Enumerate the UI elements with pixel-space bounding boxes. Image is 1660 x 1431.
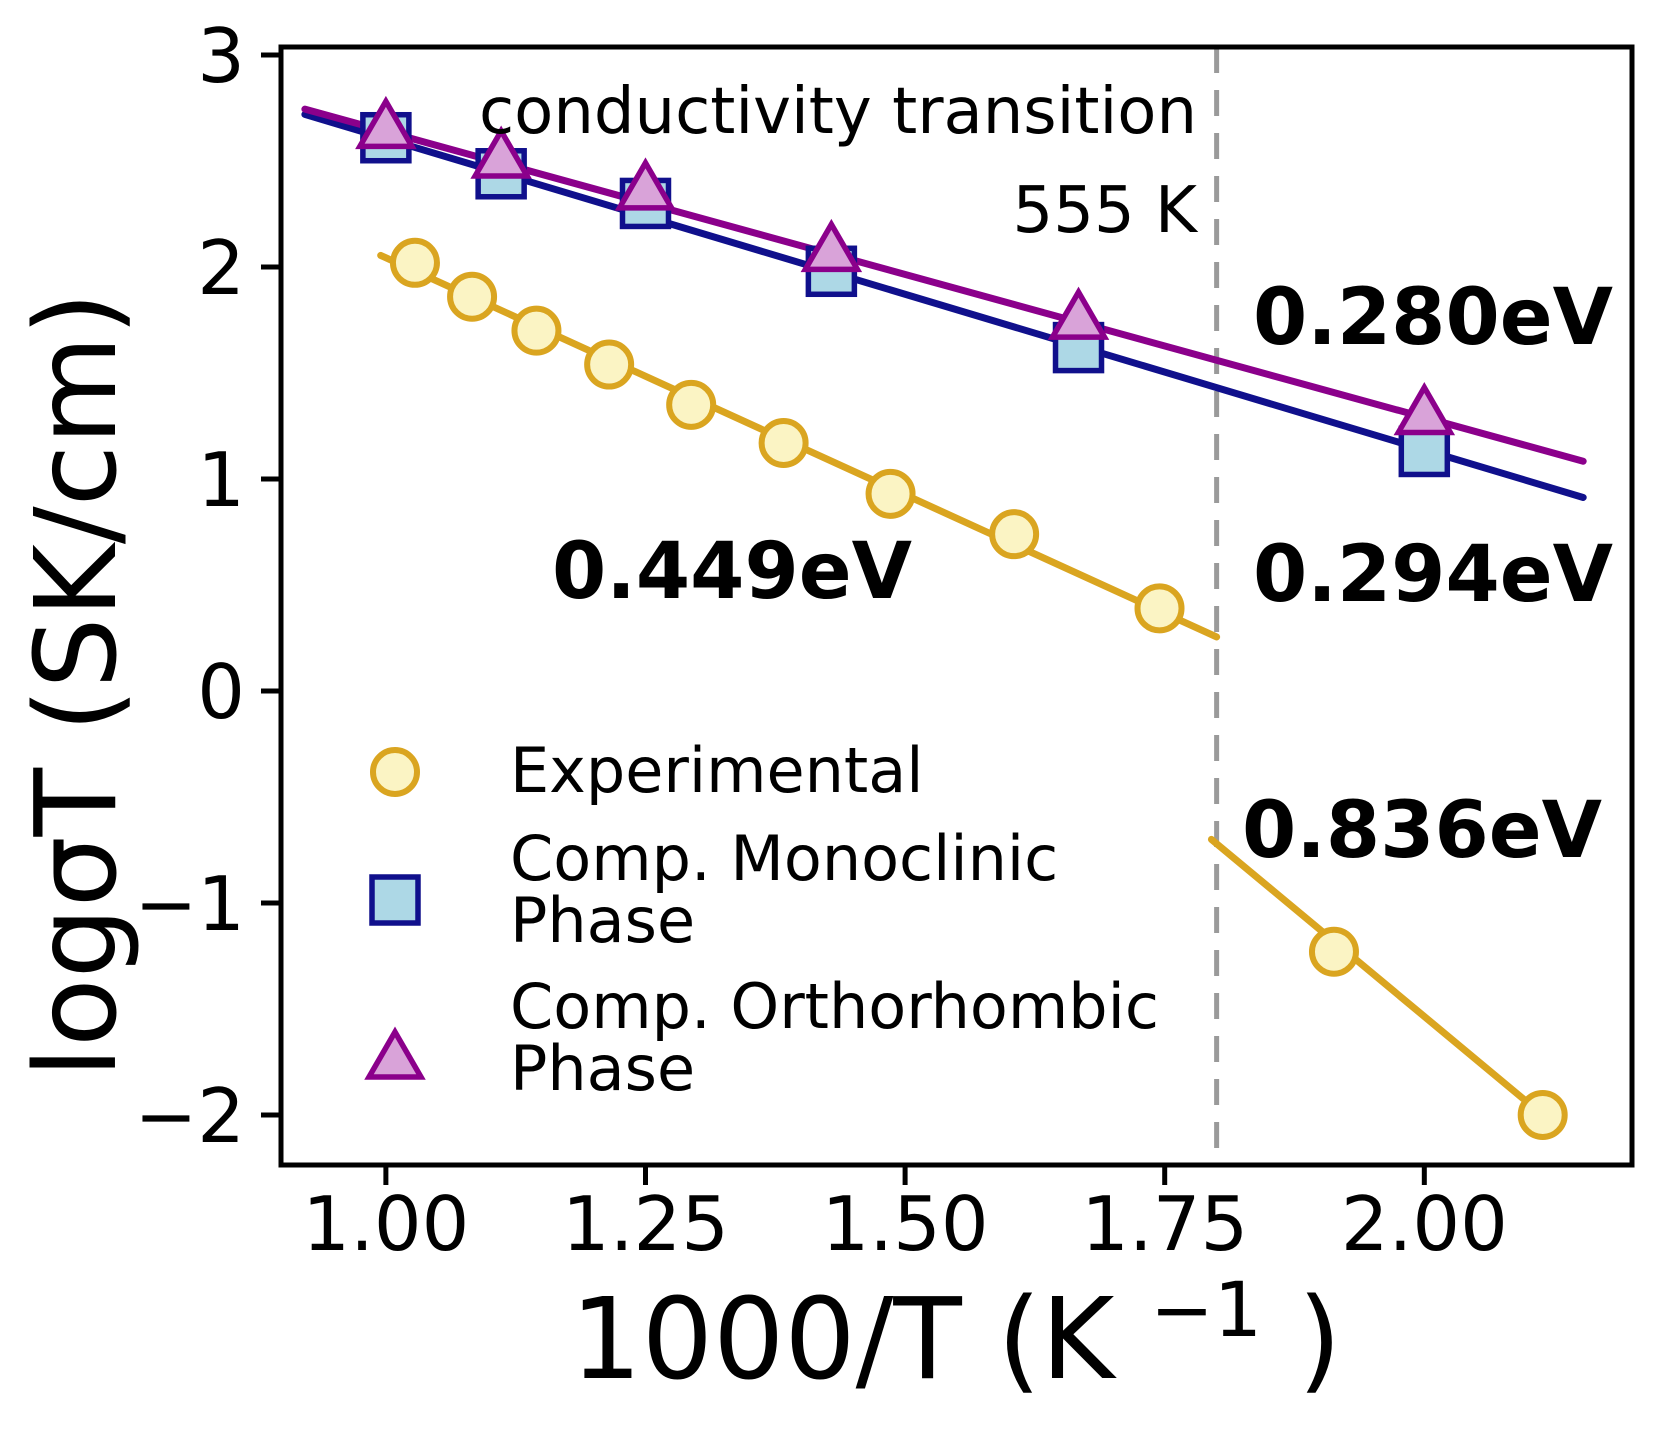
annotation: 0.294eV [1253, 530, 1613, 620]
x-axis-label-close: ) [1298, 1275, 1342, 1405]
data-point-circle [1308, 926, 1359, 977]
legend-label: Phase [510, 1032, 695, 1105]
overlay-layer: 1.00 1.25 1.50 1.75 2.00 3 2 1 0 −1 −2 conductivity… [134, 12, 1613, 1268]
x-tick-label: 1.25 [562, 1180, 729, 1268]
y-axis-label: logσT (SK/cm) [12, 292, 142, 1078]
x-tick-label: 2.00 [1341, 1180, 1508, 1268]
data-point-circle [511, 305, 562, 356]
legend-marker-circle [370, 747, 420, 797]
legend-label: Comp. Orthorhombic [510, 970, 1159, 1043]
data-point-triangle [1393, 382, 1456, 436]
x-axis-label: 1000/T (K −1 ) [571, 1233, 1342, 1405]
y-tick-label: 1 [197, 436, 245, 524]
annotation: 555 K [1013, 174, 1200, 248]
x-tick-label: 1.75 [1081, 1180, 1248, 1268]
data-point-circle [389, 237, 440, 288]
data-point-circle [447, 271, 498, 322]
x-axis-label-main: 1000/T (K [571, 1275, 1117, 1405]
data-point-triangle [470, 125, 532, 179]
data-point-circle [666, 379, 717, 430]
legend-label: Experimental [510, 734, 923, 807]
y-tick-label: 3 [197, 12, 245, 100]
annotation: 0.836eV [1242, 786, 1602, 876]
data-point-square [1398, 425, 1451, 478]
data-point-circle [584, 339, 635, 390]
y-tick-label: −2 [134, 1072, 245, 1160]
y-tick-label: 0 [197, 648, 245, 736]
legend-label: Comp. Monoclinic [510, 822, 1058, 895]
x-axis-label-superscript: −1 [1150, 1265, 1262, 1354]
legend-marker-triangle [364, 1026, 426, 1080]
annotation: 0.449eV [552, 527, 912, 617]
plot-border [278, 44, 1635, 1168]
data-point-circle [1134, 583, 1185, 634]
data-point-circle [758, 417, 809, 468]
annotation: conductivity transition [479, 75, 1197, 149]
data-point-triangle [614, 157, 677, 211]
y-tick-label: 2 [197, 224, 245, 312]
data-point-triangle [800, 218, 863, 273]
data-point-triangle [355, 95, 417, 150]
x-tick-label: 1.00 [302, 1180, 469, 1268]
legend-label: Phase [510, 884, 695, 957]
annotation: 0.280eV [1253, 273, 1613, 363]
data-point-circle [989, 509, 1040, 560]
chart-layer [301, 47, 1587, 1165]
data-point-circle [865, 468, 916, 519]
legend-marker-square [369, 874, 421, 926]
x-tick-label: 1.50 [822, 1180, 989, 1268]
data-point-triangle [1047, 286, 1110, 340]
data-point-circle [1517, 1089, 1568, 1140]
fit-line-circle [1207, 835, 1547, 1119]
y-tick-label: −1 [134, 860, 245, 948]
